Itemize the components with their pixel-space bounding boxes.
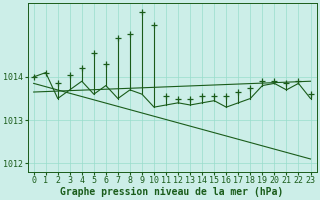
X-axis label: Graphe pression niveau de la mer (hPa): Graphe pression niveau de la mer (hPa) <box>60 186 284 197</box>
